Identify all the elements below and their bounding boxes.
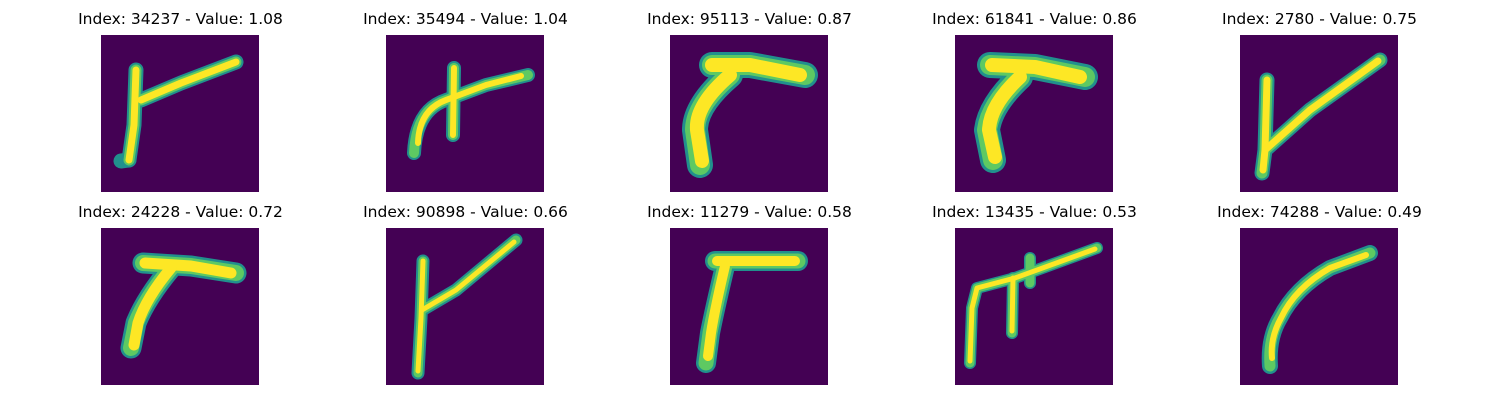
panel-title: Index: 11279 - Value: 0.58 — [647, 203, 852, 221]
panel-8: Index: 11279 - Value: 0.58 — [607, 201, 892, 385]
panel-title: Index: 35494 - Value: 1.04 — [363, 10, 568, 28]
digit-image — [670, 35, 828, 192]
panel-title: Index: 2780 - Value: 0.75 — [1222, 10, 1417, 28]
digit-image — [1240, 35, 1398, 192]
panel-title: Index: 95113 - Value: 0.87 — [647, 10, 852, 28]
digit-image — [386, 228, 544, 385]
digit-image — [1240, 228, 1398, 385]
panel-7: Index: 90898 - Value: 0.66 — [323, 201, 608, 385]
panel-6: Index: 24228 - Value: 0.72 — [38, 201, 323, 385]
panel-9: Index: 13435 - Value: 0.53 — [892, 201, 1177, 385]
digit-image — [955, 35, 1113, 192]
panel-title: Index: 24228 - Value: 0.72 — [78, 203, 283, 221]
panel-title: Index: 90898 - Value: 0.66 — [363, 203, 568, 221]
panel-1: Index: 34237 - Value: 1.08 — [38, 8, 323, 192]
digit-image — [955, 228, 1113, 385]
panel-2: Index: 35494 - Value: 1.04 — [323, 8, 608, 192]
digit-image — [101, 35, 259, 192]
digit-image — [386, 35, 544, 192]
panel-5: Index: 2780 - Value: 0.75 — [1177, 8, 1462, 192]
panel-3: Index: 95113 - Value: 0.87 — [607, 8, 892, 192]
panel-title: Index: 74288 - Value: 0.49 — [1217, 203, 1422, 221]
panel-10: Index: 74288 - Value: 0.49 — [1177, 201, 1462, 385]
panel-4: Index: 61841 - Value: 0.86 — [892, 8, 1177, 192]
panel-title: Index: 61841 - Value: 0.86 — [932, 10, 1137, 28]
digit-image — [101, 228, 259, 385]
panel-title: Index: 13435 - Value: 0.53 — [932, 203, 1137, 221]
digit-image — [670, 228, 828, 385]
panel-title: Index: 34237 - Value: 1.08 — [78, 10, 283, 28]
